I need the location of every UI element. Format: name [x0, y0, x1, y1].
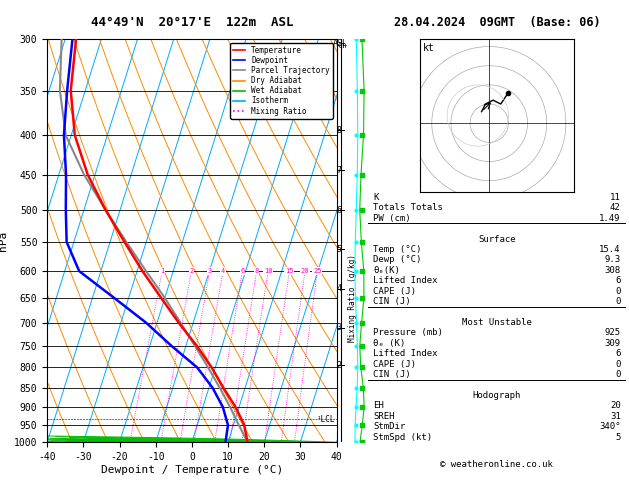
Text: 20: 20 [610, 401, 621, 410]
Text: CAPE (J): CAPE (J) [373, 287, 416, 295]
Text: 3: 3 [337, 323, 342, 332]
Text: 8: 8 [255, 268, 259, 274]
Text: Hodograph: Hodograph [473, 391, 521, 400]
Text: 44°49'N  20°17'E  122m  ASL: 44°49'N 20°17'E 122m ASL [91, 16, 293, 29]
Text: ASL: ASL [333, 39, 348, 48]
Text: Lifted Index: Lifted Index [373, 276, 438, 285]
Text: 6: 6 [337, 206, 342, 214]
Text: 8: 8 [337, 126, 342, 135]
Text: SREH: SREH [373, 412, 394, 421]
Text: 2: 2 [337, 361, 342, 370]
Text: K: K [373, 193, 379, 202]
Text: ¹LCL: ¹LCL [316, 415, 335, 423]
Text: © weatheronline.co.uk: © weatheronline.co.uk [440, 460, 554, 469]
Text: EH: EH [373, 401, 384, 410]
Text: 925: 925 [604, 329, 621, 337]
Text: 10: 10 [264, 268, 272, 274]
Text: Dewp (°C): Dewp (°C) [373, 256, 421, 264]
Text: 25: 25 [313, 268, 321, 274]
Text: StmDir: StmDir [373, 422, 405, 431]
Text: 0: 0 [615, 287, 621, 295]
Text: 1.49: 1.49 [599, 214, 621, 223]
Text: Mixing Ratio (g/kg): Mixing Ratio (g/kg) [348, 254, 357, 342]
Text: kt: kt [423, 43, 435, 53]
Text: 4: 4 [337, 284, 342, 293]
Text: 9.3: 9.3 [604, 256, 621, 264]
Text: 5: 5 [615, 433, 621, 442]
X-axis label: Dewpoint / Temperature (°C): Dewpoint / Temperature (°C) [101, 465, 283, 475]
Text: θₑ(K): θₑ(K) [373, 266, 400, 275]
Text: 15: 15 [285, 268, 294, 274]
Y-axis label: hPa: hPa [0, 230, 8, 251]
Text: Lifted Index: Lifted Index [373, 349, 438, 358]
Text: PW (cm): PW (cm) [373, 214, 411, 223]
Text: 42: 42 [610, 203, 621, 212]
Text: 0: 0 [615, 297, 621, 306]
Text: 6: 6 [240, 268, 245, 274]
Text: Surface: Surface [478, 235, 516, 243]
Text: 6: 6 [615, 276, 621, 285]
Text: 7: 7 [337, 166, 342, 175]
Text: StmSpd (kt): StmSpd (kt) [373, 433, 432, 442]
Text: CAPE (J): CAPE (J) [373, 360, 416, 368]
Text: 11: 11 [610, 193, 621, 202]
Text: 31: 31 [610, 412, 621, 421]
Text: 5: 5 [337, 244, 342, 254]
Text: km: km [336, 41, 346, 50]
Text: 6: 6 [615, 349, 621, 358]
Text: 0: 0 [615, 360, 621, 368]
Text: Temp (°C): Temp (°C) [373, 245, 421, 254]
Text: 340°: 340° [599, 422, 621, 431]
Text: 0: 0 [615, 370, 621, 379]
Text: θₑ (K): θₑ (K) [373, 339, 405, 348]
Text: Pressure (mb): Pressure (mb) [373, 329, 443, 337]
Text: 1: 1 [160, 268, 164, 274]
Legend: Temperature, Dewpoint, Parcel Trajectory, Dry Adiabat, Wet Adiabat, Isotherm, Mi: Temperature, Dewpoint, Parcel Trajectory… [230, 43, 333, 119]
Text: 308: 308 [604, 266, 621, 275]
Text: CIN (J): CIN (J) [373, 370, 411, 379]
Text: 15.4: 15.4 [599, 245, 621, 254]
Text: CIN (J): CIN (J) [373, 297, 411, 306]
Text: 4: 4 [221, 268, 225, 274]
Text: 3: 3 [208, 268, 212, 274]
Text: 20: 20 [301, 268, 309, 274]
Text: Totals Totals: Totals Totals [373, 203, 443, 212]
Text: 2: 2 [189, 268, 194, 274]
Text: 309: 309 [604, 339, 621, 348]
Text: Most Unstable: Most Unstable [462, 318, 532, 327]
Text: 28.04.2024  09GMT  (Base: 06): 28.04.2024 09GMT (Base: 06) [394, 16, 600, 29]
